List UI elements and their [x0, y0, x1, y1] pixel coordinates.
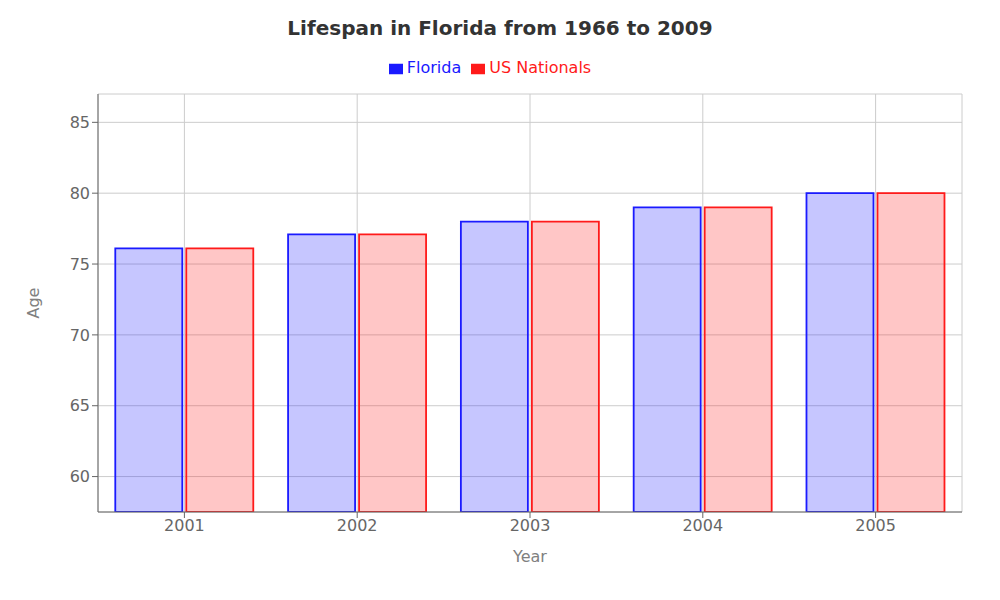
svg-text:60: 60 [70, 467, 90, 486]
svg-text:Age: Age [24, 288, 43, 319]
svg-text:65: 65 [70, 396, 90, 415]
svg-text:Year: Year [512, 547, 547, 566]
html-text:Lifespan in Florida from 1966: Lifespan in Florida from 1966 to 2009 [287, 16, 713, 40]
svg-text:85: 85 [70, 113, 90, 132]
svg-text:75: 75 [70, 255, 90, 274]
svg-text:2003: 2003 [510, 516, 551, 535]
html-text:US Nationals: US Nationals [489, 58, 592, 77]
svg-text:2004: 2004 [682, 516, 723, 535]
svg-text:70: 70 [70, 326, 90, 345]
svg-text:2001: 2001 [164, 516, 205, 535]
svg-text:2002: 2002 [337, 516, 378, 535]
html-text:Florida: Florida [406, 58, 462, 77]
svg-text:80: 80 [70, 184, 90, 203]
svg-text:2005: 2005 [855, 516, 896, 535]
